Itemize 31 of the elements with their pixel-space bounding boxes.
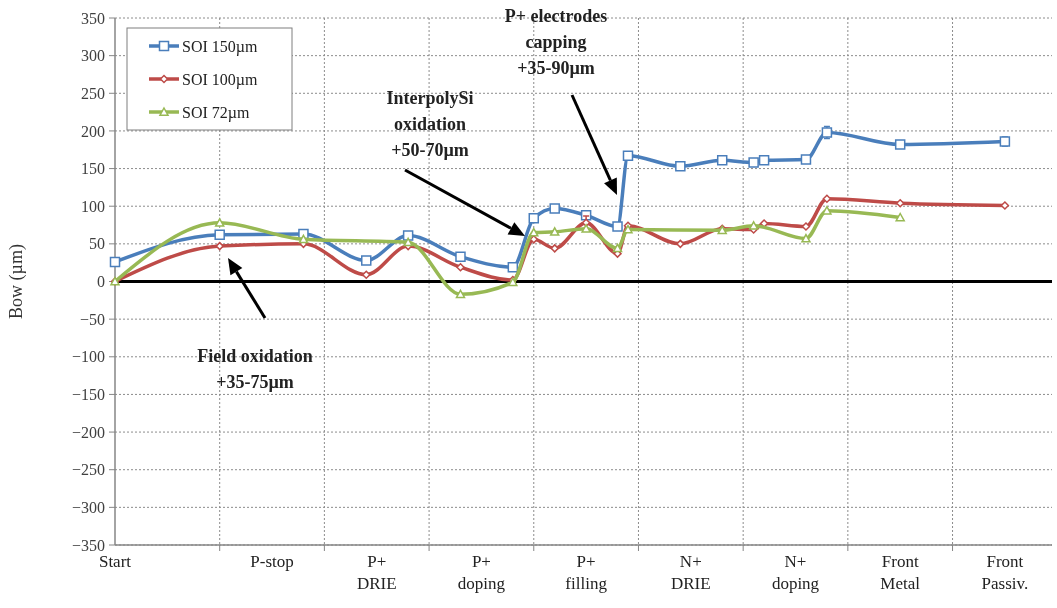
y-tick-label: −150: [71, 386, 105, 404]
y-tick-label: 200: [81, 122, 105, 140]
x-tick-label: Start: [98, 552, 132, 571]
y-tick-label: 50: [89, 235, 105, 253]
y-tick-label: −350: [71, 536, 105, 554]
annotation: InterpolySi oxidation +50-70µm: [386, 88, 474, 160]
y-tick-label: −50: [79, 310, 105, 328]
legend-label: SOI 100µm: [182, 70, 258, 89]
y-tick-label: 300: [81, 47, 105, 65]
y-tick-label: 250: [81, 84, 105, 102]
legend-label: SOI 72µm: [182, 103, 250, 122]
x-tick-label: P-stop: [250, 552, 294, 571]
x-tick-label: P+ DRIE: [356, 552, 397, 593]
y-tick-label: 100: [81, 197, 105, 215]
x-tick-label: Front Metal: [880, 552, 921, 593]
x-tick-label: P+ doping: [457, 552, 506, 593]
x-tick-label: P+ filling: [565, 552, 608, 593]
y-tick-label: −200: [71, 423, 105, 441]
y-tick-label: −100: [71, 348, 105, 366]
y-tick-label: −300: [71, 498, 105, 516]
x-tick-label: N+ doping: [771, 552, 820, 593]
x-tick-label: Front Passiv.: [981, 552, 1029, 593]
y-tick-label: −250: [71, 461, 105, 479]
y-axis-title: Bow (µm): [6, 244, 27, 319]
annotation: P+ electrodes capping +35-90µm: [504, 6, 608, 78]
y-tick-label: 350: [81, 9, 105, 27]
x-tick-label: N+ DRIE: [670, 552, 711, 593]
legend-label: SOI 150µm: [182, 37, 258, 56]
y-tick-label: 0: [97, 273, 105, 291]
y-tick-label: 150: [81, 160, 105, 178]
annotation: Field oxidation +35-75µm: [197, 346, 313, 392]
